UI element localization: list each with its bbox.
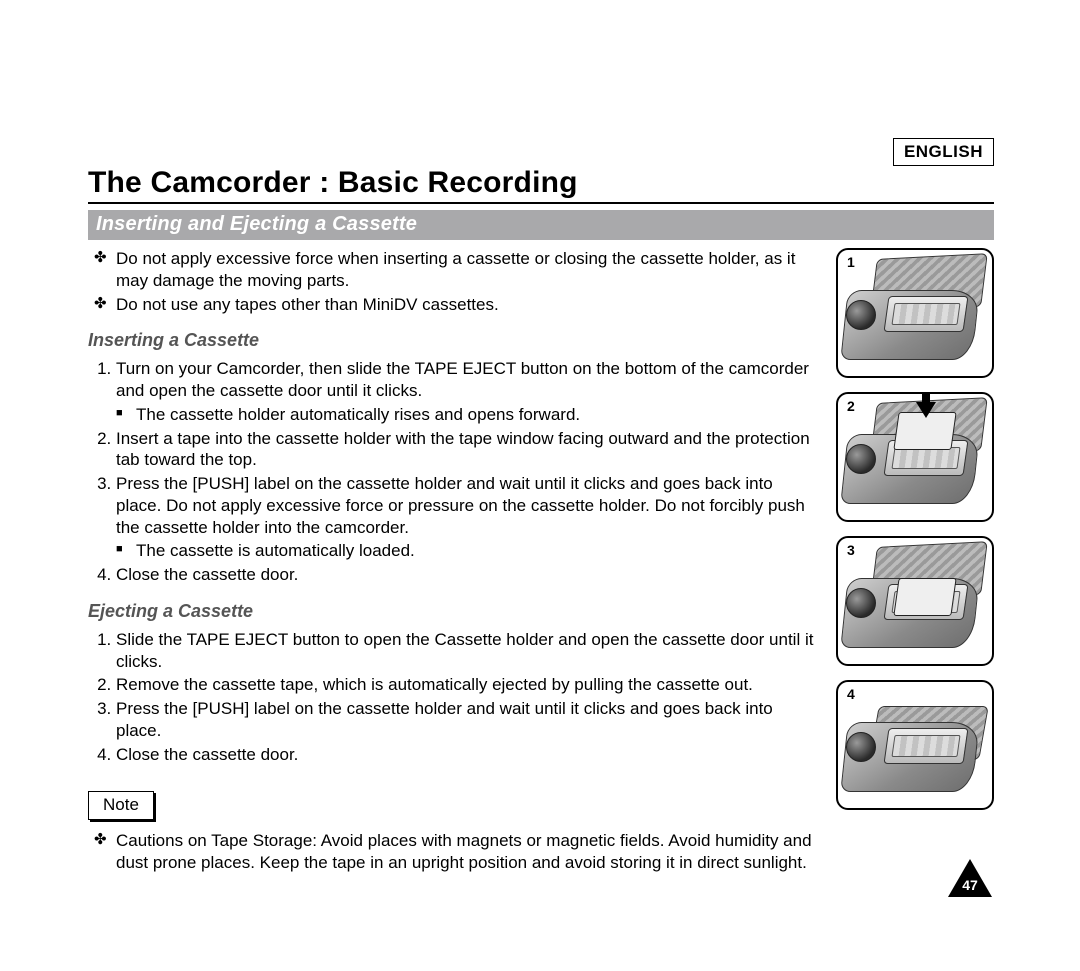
inserting-step: Close the cassette door. [116,564,820,586]
camcorder-icon [844,692,986,802]
page-number-marker: 47 [948,859,992,899]
content-area: ENGLISH The Camcorder : Basic Recording … [88,138,994,884]
ejecting-step: Slide the TAPE EJECT button to open the … [116,629,820,673]
page-title: The Camcorder : Basic Recording [88,166,994,200]
illustration-2: 2 [836,392,994,522]
illustration-4: 4 [836,680,994,810]
inserting-step: Insert a tape into the cassette holder w… [116,428,820,472]
inserting-substep-list: The cassette is automatically loaded. [116,540,820,562]
manual-page: ENGLISH The Camcorder : Basic Recording … [0,0,1080,971]
text-column: Do not apply excessive force when insert… [88,248,820,884]
page-number: 47 [948,877,992,893]
two-column-layout: Do not apply excessive force when insert… [88,248,994,884]
camcorder-icon [844,260,986,370]
illustration-3: 3 [836,536,994,666]
section-heading-bar: Inserting and Ejecting a Cassette [88,210,994,240]
note-label-box: Note [88,791,154,820]
intro-bullet: Do not apply excessive force when insert… [116,248,820,292]
camcorder-icon [844,404,986,514]
illustration-column: 1 2 [836,248,994,884]
illustration-1: 1 [836,248,994,378]
camcorder-icon [844,548,986,658]
arrow-down-icon [916,402,936,418]
inserting-substep-list: The cassette holder automatically rises … [116,404,820,426]
title-rule [88,202,994,204]
inserting-heading: Inserting a Cassette [88,329,820,352]
inserting-substep: The cassette is automatically loaded. [136,540,820,562]
inserting-step: Press the [PUSH] label on the cassette h… [116,473,820,562]
ejecting-step: Press the [PUSH] label on the cassette h… [116,698,820,742]
inserting-substep: The cassette holder automatically rises … [136,404,820,426]
intro-bullet: Do not use any tapes other than MiniDV c… [116,294,820,316]
intro-bullet-list: Do not apply excessive force when insert… [88,248,820,315]
ejecting-step: Remove the cassette tape, which is autom… [116,674,820,696]
language-box: ENGLISH [893,138,994,166]
inserting-steps: Turn on your Camcorder, then slide the T… [88,358,820,586]
ejecting-step: Close the cassette door. [116,744,820,766]
ejecting-heading: Ejecting a Cassette [88,600,820,623]
note-bullet-list: Cautions on Tape Storage: Avoid places w… [88,830,820,874]
step-text: Turn on your Camcorder, then slide the T… [116,359,809,400]
note-bullet: Cautions on Tape Storage: Avoid places w… [116,830,820,874]
ejecting-steps: Slide the TAPE EJECT button to open the … [88,629,820,766]
inserting-step: Turn on your Camcorder, then slide the T… [116,358,820,425]
step-text: Press the [PUSH] label on the cassette h… [116,474,805,537]
